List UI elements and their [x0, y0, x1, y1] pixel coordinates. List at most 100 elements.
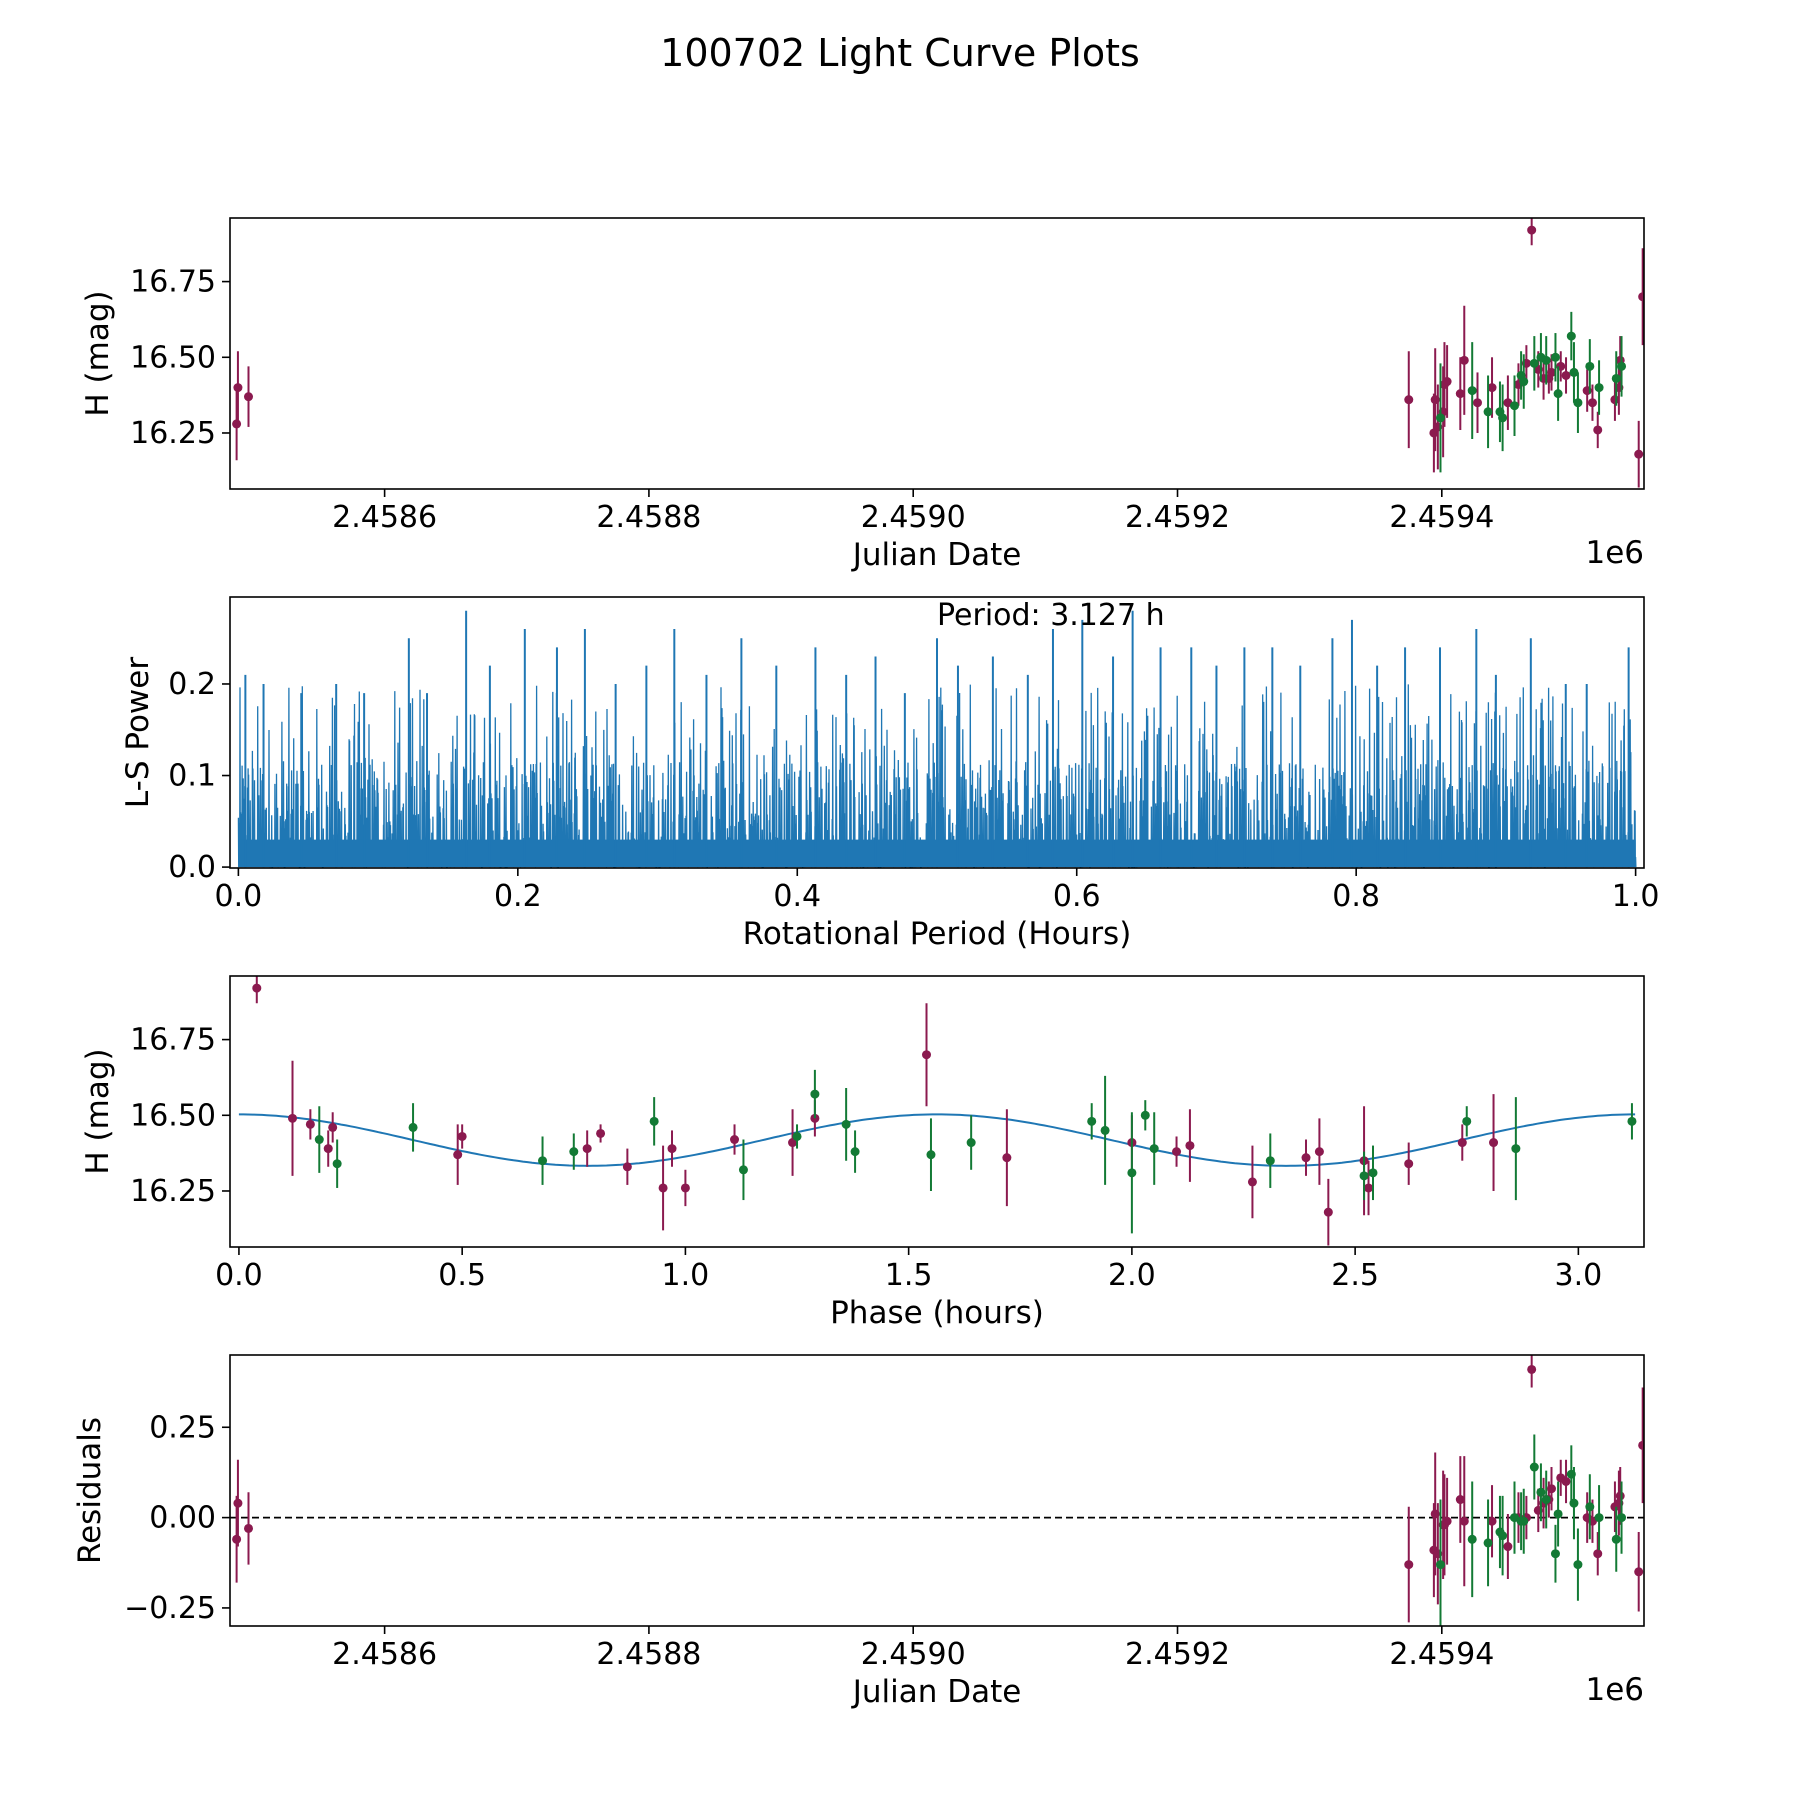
c-band-point — [232, 1534, 242, 1544]
light-curve-data-area — [232, 218, 1644, 488]
o-band-point — [1483, 407, 1493, 417]
c-band-point — [288, 1113, 298, 1123]
c-band-point — [1487, 383, 1497, 393]
o-band-point — [1498, 1531, 1508, 1541]
periodogram-data-area — [237, 610, 1637, 868]
o-band-point — [1467, 386, 1477, 396]
c-band-point — [244, 1523, 254, 1533]
c-band-point — [667, 1144, 677, 1154]
c-band-point — [1002, 1153, 1012, 1163]
o-band-point — [810, 1089, 820, 1099]
c-band-point — [1546, 367, 1556, 377]
o-band-point — [1519, 377, 1529, 387]
o-band-point — [1127, 1168, 1137, 1178]
c-band-point — [1185, 1141, 1195, 1151]
y-tick-label: −0.25 — [124, 1591, 216, 1626]
o-band-point — [1611, 1534, 1621, 1544]
c-band-point — [1489, 1138, 1499, 1148]
o-band-point — [1100, 1125, 1110, 1135]
o-band-point — [1611, 373, 1621, 383]
o-band-point — [332, 1159, 342, 1169]
x-tick-label: 2.4590 — [861, 1637, 966, 1672]
o-band-point — [1617, 361, 1627, 371]
c-band-point — [1404, 395, 1414, 405]
c-band-point — [1247, 1177, 1257, 1187]
o-band-point — [1462, 1116, 1472, 1126]
c-band-point — [244, 392, 254, 402]
model-fit-curve — [238, 1113, 1636, 1167]
x-tick-label: 2.4592 — [1125, 1637, 1230, 1672]
o-band-point — [1550, 352, 1560, 362]
x-tick-label: 0.0 — [215, 879, 263, 914]
o-band-point — [1569, 1498, 1579, 1508]
y-tick-label: 16.50 — [130, 1098, 216, 1133]
y-tick-label: 16.75 — [130, 1023, 216, 1058]
o-band-point — [1617, 1513, 1627, 1523]
c-band-point — [1404, 1560, 1414, 1570]
o-band-point — [1498, 413, 1508, 423]
periodogram-panel: Period: 3.127 h 0.0 0.2 0.4 0.6 0.8 1.0 0.0 0.1 0… — [120, 596, 1660, 952]
c-band-point — [1455, 1495, 1465, 1505]
x-tick-label: 0.6 — [1053, 879, 1101, 914]
c-band-point — [680, 1183, 690, 1193]
y-tick-label: 0.25 — [149, 1410, 216, 1445]
o-band-point — [1265, 1156, 1275, 1166]
o-band-point — [1566, 331, 1576, 341]
c-band-point — [328, 1122, 338, 1132]
x-tick-label: 2.4590 — [861, 500, 966, 535]
c-band-point — [1638, 1440, 1644, 1450]
y-tick-label: 0.00 — [149, 1501, 216, 1536]
c-band-point — [305, 1119, 315, 1129]
y-tick-label: 16.50 — [130, 340, 216, 375]
o-band-point — [738, 1165, 748, 1175]
o-band-point — [1467, 1534, 1477, 1544]
y-axis-label: Residuals — [72, 1417, 108, 1564]
o-band-point — [1573, 398, 1583, 408]
c-band-point — [232, 419, 242, 429]
c-band-point — [1323, 1207, 1333, 1217]
c-band-point — [1527, 1364, 1537, 1374]
o-band-point — [1585, 1502, 1595, 1512]
x-tick-label: 1.0 — [1612, 879, 1660, 914]
o-band-point — [1594, 383, 1604, 393]
c-band-point — [1404, 1159, 1414, 1169]
y-tick-label: 16.25 — [130, 416, 216, 451]
c-band-point — [730, 1135, 740, 1145]
c-band-point — [1459, 355, 1469, 365]
c-band-point — [1455, 389, 1465, 399]
c-band-point — [1301, 1153, 1311, 1163]
y-axis-label: H (mag) — [80, 1048, 116, 1174]
o-band-point — [314, 1135, 324, 1145]
c-band-point — [1593, 1549, 1603, 1559]
c-band-point — [457, 1131, 467, 1141]
phased-curve-panel: 0.0 0.5 1.0 1.5 2.0 2.5 3.0 16.25 16.50 16.75 Phas… — [80, 975, 1645, 1331]
c-band-point — [233, 383, 243, 393]
residuals-axes-frame — [229, 1354, 1645, 1627]
o-band-point — [841, 1119, 851, 1129]
o-band-point — [1368, 1168, 1378, 1178]
c-band-point — [323, 1144, 333, 1154]
x-tick-label: 0.2 — [494, 879, 542, 914]
o-band-point — [1483, 1538, 1493, 1548]
c-band-point — [1172, 1147, 1182, 1157]
x-axis-label: Rotational Period (Hours) — [743, 916, 1132, 952]
x-offset-label: 1e6 — [1585, 1672, 1644, 1708]
o-band-point — [1149, 1144, 1159, 1154]
x-tick-label: 0.0 — [215, 1258, 263, 1293]
x-axis-label: Julian Date — [851, 1674, 1022, 1710]
phased-curve-axes-frame — [229, 975, 1645, 1248]
c-band-point — [1638, 292, 1644, 302]
c-band-point — [1457, 1138, 1467, 1148]
c-band-point — [1546, 1484, 1556, 1494]
c-band-point — [233, 1498, 243, 1508]
c-band-point — [658, 1183, 668, 1193]
y-tick-label: 0.2 — [168, 667, 216, 702]
o-band-point — [1573, 1560, 1583, 1570]
o-band-point — [538, 1156, 548, 1166]
x-tick-label: 2.4586 — [332, 500, 437, 535]
c-band-point — [596, 1128, 606, 1138]
c-band-point — [1459, 1516, 1469, 1526]
c-band-point — [922, 1050, 932, 1060]
c-band-point — [1593, 425, 1603, 435]
